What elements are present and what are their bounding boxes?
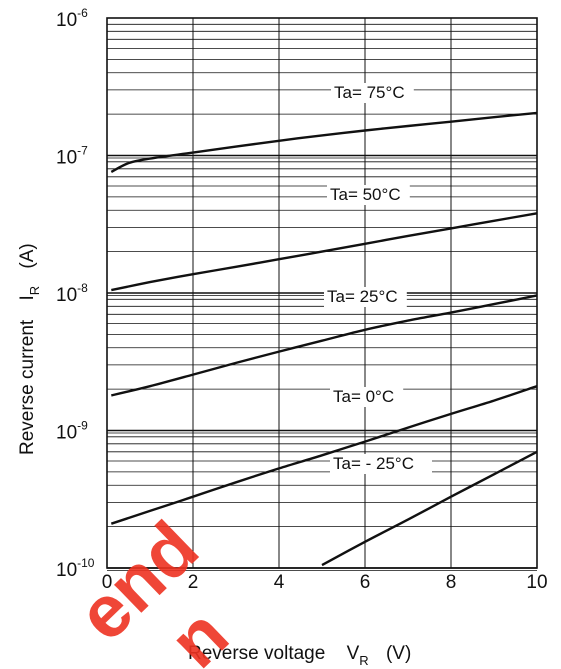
watermark: end n: [61, 505, 243, 669]
x-axis-symbol-subscript: R: [359, 653, 368, 668]
curve-labels: Ta= 75°C Ta= 50°C Ta= 25°C Ta= 0°C Ta= - 25°…: [324, 83, 432, 474]
curve-label-background: [327, 185, 410, 205]
x-tick-label: 0: [102, 572, 113, 593]
x-axis-symbol: V: [347, 643, 360, 664]
y-axis-symbol: I: [17, 295, 38, 300]
series-line-3: [110, 385, 538, 525]
x-tick-label: 8: [446, 572, 457, 593]
y-tick-labels: 10-10 10-9 10-8 10-7 10-6: [56, 6, 95, 581]
y-axis-title: Reverse current IR (A): [17, 243, 44, 455]
y-axis-label-text: Reverse current: [17, 319, 38, 455]
x-tick-label: 10: [526, 572, 547, 593]
x-axis-title: Reverse voltage VR (V): [188, 643, 411, 669]
series-line-1: [111, 212, 538, 292]
series-line-4: [321, 450, 538, 567]
curve-label-2: Ta= 25°C: [327, 287, 398, 306]
y-tick-label: 10-10: [56, 556, 95, 581]
series-line-0: [110, 111, 538, 173]
y-axis-unit: (A): [17, 243, 38, 268]
y-axis-symbol-subscript: R: [27, 286, 42, 295]
curves: [110, 111, 538, 567]
x-tick-label: 4: [274, 572, 285, 593]
plot-frame: [106, 17, 538, 569]
curve-label-1: Ta= 50°C: [330, 185, 401, 204]
x-tick-label: 2: [188, 572, 199, 593]
x-axis-label-text: Reverse voltage: [188, 643, 325, 664]
x-tick-label: 6: [360, 572, 371, 593]
curve-label-3: Ta= 0°C: [333, 387, 394, 406]
curve-label-4: Ta= - 25°C: [333, 454, 414, 473]
y-tick-label: 10-9: [56, 419, 88, 444]
curve-label-background: [331, 83, 414, 103]
y-tick-label: 10-8: [56, 281, 88, 306]
x-tick-labels: 0 2 4 6 8 10: [102, 572, 548, 593]
curve-label-0: Ta= 75°C: [334, 83, 405, 102]
curve-label-background: [330, 454, 432, 474]
curve-label-background: [330, 387, 404, 407]
curve-label-background: [324, 287, 407, 307]
series-line-2: [111, 294, 538, 397]
y-tick-label: 10-7: [56, 144, 88, 169]
y-tick-label: 10-6: [56, 6, 88, 31]
x-axis-unit: (V): [386, 643, 411, 664]
grid: [106, 17, 538, 571]
